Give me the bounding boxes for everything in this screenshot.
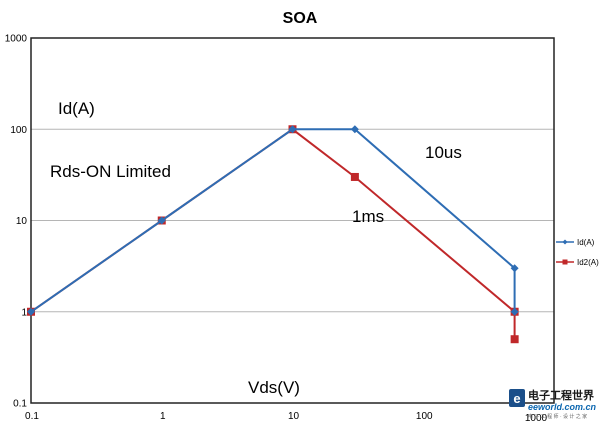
data-point-id2 xyxy=(510,335,519,344)
legend-marker-diamond-icon xyxy=(562,239,568,245)
annotation-rds-on-limited: Rds-ON Limited xyxy=(50,162,171,181)
data-point-id2 xyxy=(350,172,359,181)
y-tick-label: 100 xyxy=(10,125,27,136)
watermark-logo-glyph: e xyxy=(513,391,520,406)
data-point-id xyxy=(510,264,519,273)
chart-title: SOA xyxy=(283,10,318,27)
x-tick-label: 100 xyxy=(416,411,433,422)
x-tick-label: 0.1 xyxy=(25,411,39,422)
legend-item-id2: Id2(A) xyxy=(556,258,599,267)
watermark-text-en: eeworld.com.cn xyxy=(528,402,597,412)
annotation-10us: 10us xyxy=(425,143,462,162)
legend-label-id: Id(A) xyxy=(577,238,595,247)
y-axis-label: Id(A) xyxy=(58,99,95,118)
y-tick-label: 0.1 xyxy=(13,399,27,410)
data-point-id xyxy=(288,125,297,134)
legend: Id(A) Id2(A) xyxy=(556,238,599,267)
watermark-logo-icon xyxy=(509,389,525,407)
data-point-id xyxy=(510,307,519,316)
x-axis-label: Vds(V) xyxy=(248,378,300,397)
data-point-id xyxy=(27,307,35,316)
watermark-text-sub: 电 子 工 程 师 · 设 计 之 家 xyxy=(528,413,587,420)
plot-frame xyxy=(30,37,555,404)
grid-lines xyxy=(31,128,554,313)
x-tick-label: 1 xyxy=(160,411,166,422)
y-tick-label: 1000 xyxy=(5,34,28,45)
x-tick-label: 1000 xyxy=(525,413,548,424)
series-line-id xyxy=(30,128,516,313)
legend-item-id: Id(A) xyxy=(556,238,595,247)
watermark: e 电子工程世界 eeworld.com.cn 电 子 工 程 师 · 设 计 … xyxy=(509,388,597,420)
legend-marker-square-icon xyxy=(562,259,568,265)
x-tick-label: 10 xyxy=(288,411,300,422)
y-tick-label: 1 xyxy=(21,307,27,318)
data-point-id xyxy=(350,125,359,134)
tick-labels: 0.1 1 10 100 1000 0.1 1 10 100 1000 xyxy=(5,34,548,424)
series-layer xyxy=(27,125,519,344)
annotation-1ms: 1ms xyxy=(352,207,384,226)
legend-label-id2: Id2(A) xyxy=(577,258,599,267)
data-point-id xyxy=(157,216,166,225)
y-tick-label: 10 xyxy=(16,216,28,227)
watermark-text-cn: 电子工程世界 xyxy=(528,388,594,402)
